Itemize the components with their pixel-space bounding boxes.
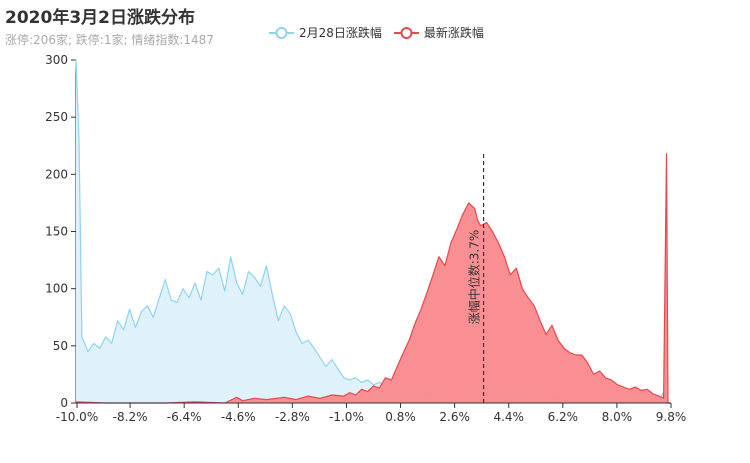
x-tick-label: -4.6% xyxy=(221,410,256,424)
x-tick-label: 8.0% xyxy=(602,410,633,424)
legend-item-latest[interactable]: 最新涨跌幅 xyxy=(393,24,484,41)
y-tick-label: 200 xyxy=(45,167,68,181)
series-line-latest xyxy=(75,153,671,404)
legend-line-circle-icon xyxy=(269,26,294,39)
y-tick-label: 300 xyxy=(45,53,68,67)
x-tick-label: -8.2% xyxy=(113,410,148,424)
median-label: 涨幅中位数:3.7% xyxy=(467,230,482,325)
y-tick-label: 100 xyxy=(45,282,68,296)
y-tick-label: 150 xyxy=(45,225,68,239)
series-area-prev xyxy=(76,60,671,403)
chart-title: 2020年3月2日涨跌分布 xyxy=(5,8,195,28)
series-area-latest xyxy=(76,153,671,403)
y-tick-label: 50 xyxy=(53,339,68,353)
x-tick-label: 6.2% xyxy=(548,410,579,424)
legend-label-prev: 2月28日涨跌幅 xyxy=(299,26,382,40)
x-tick-label: -2.8% xyxy=(275,410,310,424)
x-tick-label: 4.4% xyxy=(493,410,524,424)
x-tick-label: 2.6% xyxy=(439,410,470,424)
chart-subtitle: 涨停:206家; 跌停:1家; 情绪指数:1487 xyxy=(5,33,214,47)
x-tick-label: 9.8% xyxy=(656,410,687,424)
x-tick-label: 0.8% xyxy=(385,410,416,424)
x-tick-label: -1.0% xyxy=(329,410,364,424)
y-tick-label: 250 xyxy=(45,110,68,124)
y-tick-label: 0 xyxy=(60,396,68,410)
legend-item-prev[interactable]: 2月28日涨跌幅 xyxy=(269,24,382,41)
legend-line-circle-icon xyxy=(393,26,419,39)
x-tick-label: -6.4% xyxy=(167,410,202,424)
chart-legend: 2月28日涨跌幅 最新涨跌幅 xyxy=(269,24,484,41)
legend-label-latest: 最新涨跌幅 xyxy=(423,26,484,40)
x-tick-label: -10.0% xyxy=(56,410,98,424)
